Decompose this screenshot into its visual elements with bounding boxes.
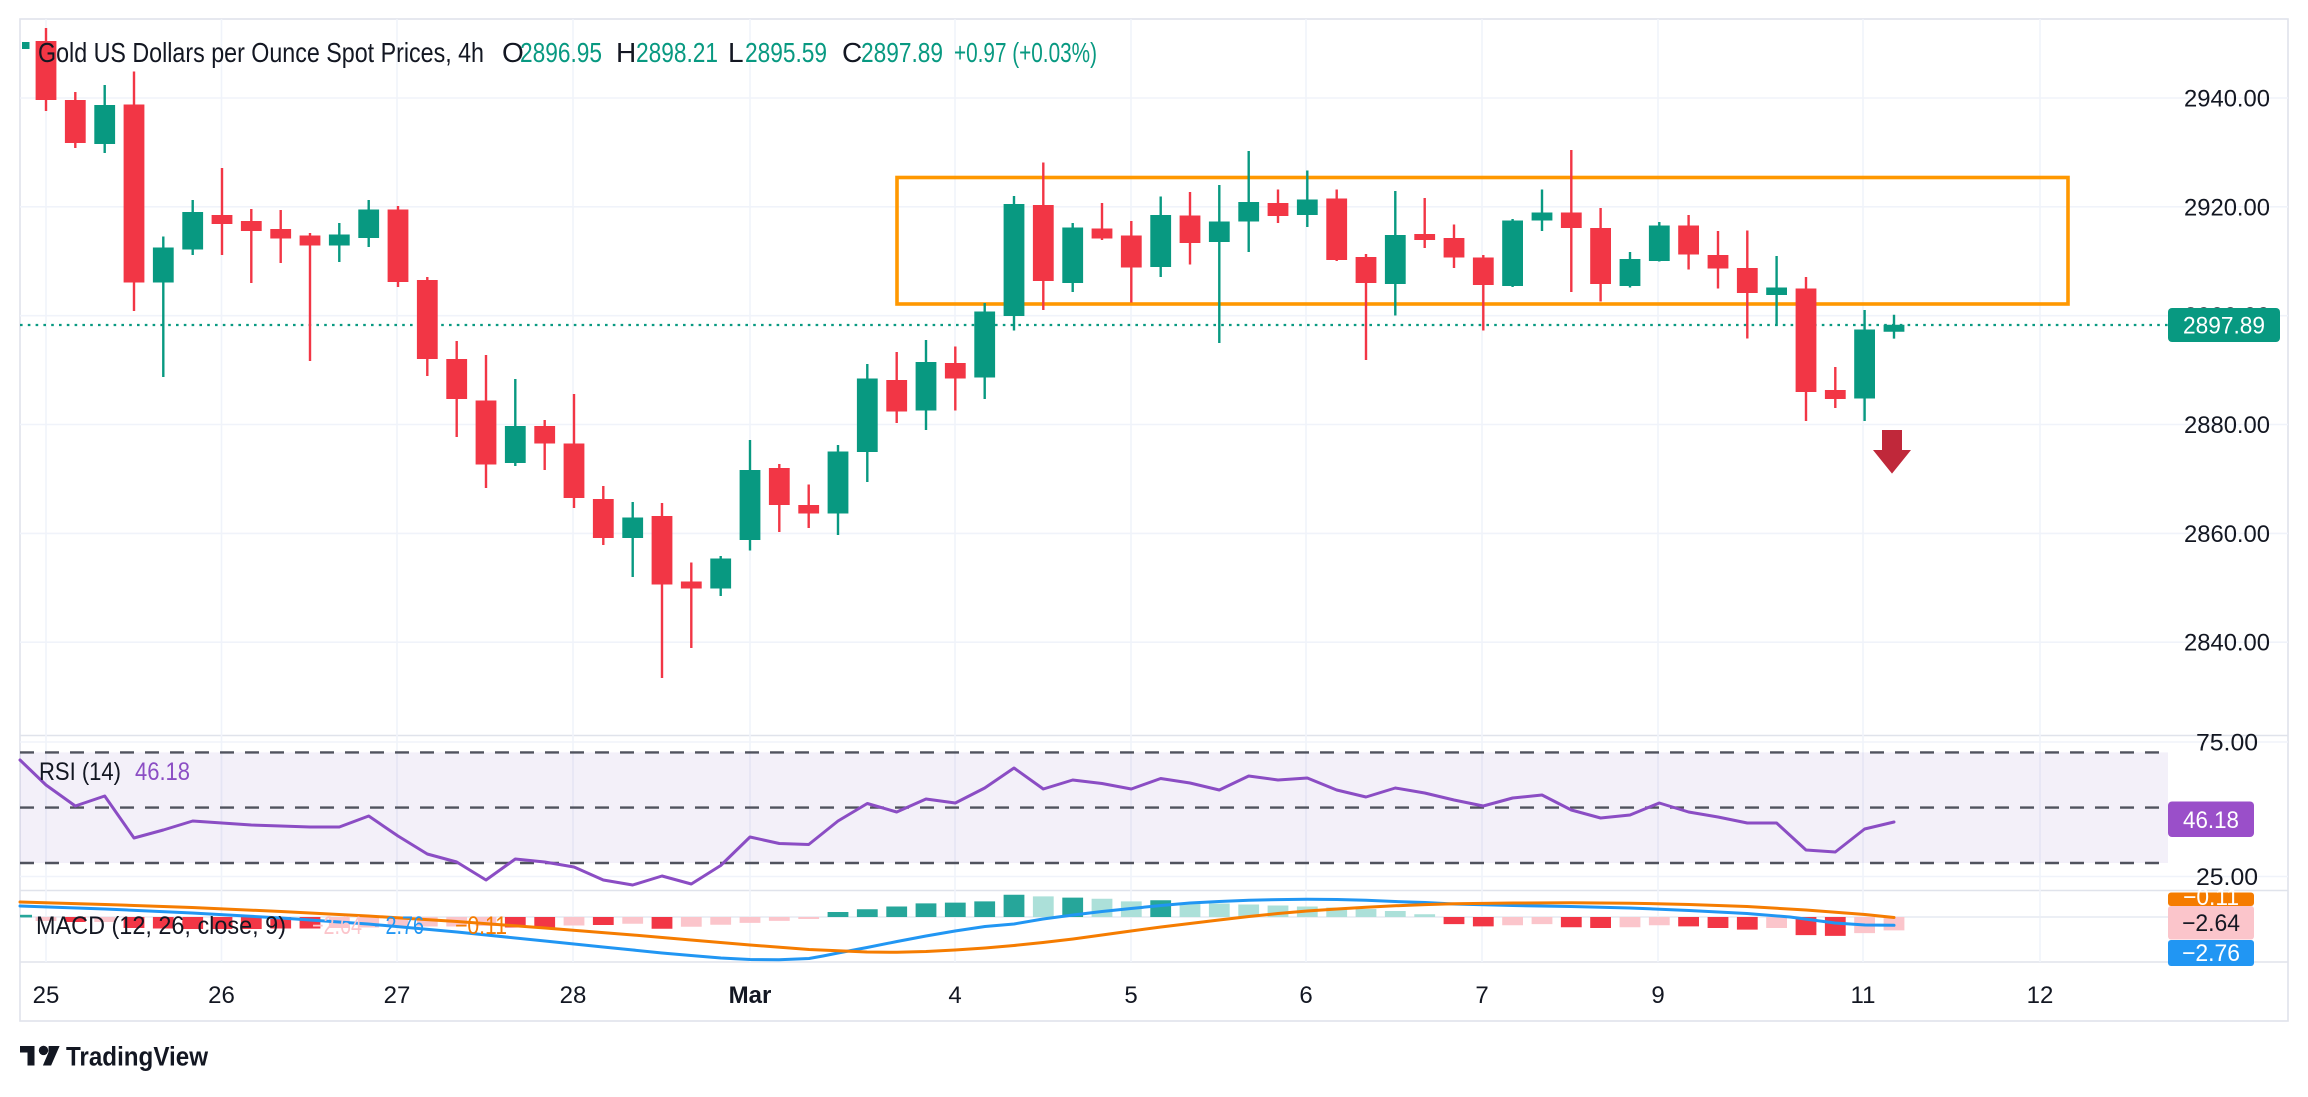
svg-text:RSI (14): RSI (14) bbox=[39, 758, 121, 786]
svg-text:9: 9 bbox=[1651, 982, 1664, 1009]
svg-text:25.00: 25.00 bbox=[2196, 864, 2258, 891]
svg-text:2898.21: 2898.21 bbox=[636, 37, 718, 68]
svg-text:26: 26 bbox=[208, 982, 235, 1009]
svg-text:O: O bbox=[502, 37, 524, 68]
svg-text:2896.95: 2896.95 bbox=[520, 37, 602, 68]
svg-text:2940.00: 2940.00 bbox=[2184, 86, 2270, 113]
svg-text:27: 27 bbox=[384, 982, 411, 1009]
svg-text:75.00: 75.00 bbox=[2196, 730, 2258, 757]
svg-text:2880.00: 2880.00 bbox=[2184, 412, 2270, 439]
svg-text:6: 6 bbox=[1299, 982, 1312, 1009]
svg-text:2860.00: 2860.00 bbox=[2184, 521, 2270, 548]
svg-text:−2.64: −2.64 bbox=[312, 912, 362, 940]
svg-text:2897.89: 2897.89 bbox=[2183, 313, 2265, 340]
svg-text:2897.89: 2897.89 bbox=[861, 37, 943, 68]
svg-text:Gold US Dollars per Ounce Spot: Gold US Dollars per Ounce Spot Prices, 4… bbox=[38, 37, 484, 68]
svg-text:Mar: Mar bbox=[729, 982, 772, 1009]
svg-text:2895.59: 2895.59 bbox=[745, 37, 827, 68]
svg-text:C: C bbox=[842, 37, 862, 68]
svg-text:46.18: 46.18 bbox=[2183, 807, 2239, 834]
svg-text:−0.11: −0.11 bbox=[455, 912, 507, 940]
svg-text:MACD (12, 26, close, 9): MACD (12, 26, close, 9) bbox=[36, 912, 286, 940]
svg-text:2920.00: 2920.00 bbox=[2184, 194, 2270, 221]
svg-text:12: 12 bbox=[2027, 982, 2054, 1009]
svg-text:4: 4 bbox=[948, 982, 961, 1009]
svg-text:H: H bbox=[616, 37, 636, 68]
svg-text:5: 5 bbox=[1124, 982, 1137, 1009]
svg-text:TradingView: TradingView bbox=[66, 1042, 209, 1072]
svg-text:28: 28 bbox=[560, 982, 587, 1009]
svg-text:7: 7 bbox=[1475, 982, 1488, 1009]
svg-text:46.18: 46.18 bbox=[135, 758, 190, 786]
svg-text:25: 25 bbox=[33, 982, 60, 1009]
svg-text:−2.64: −2.64 bbox=[2182, 910, 2240, 937]
svg-text:+0.97 (+0.03%): +0.97 (+0.03%) bbox=[954, 37, 1097, 68]
svg-text:−2.76: −2.76 bbox=[2182, 940, 2240, 967]
svg-text:−2.76: −2.76 bbox=[374, 912, 424, 940]
svg-text:2840.00: 2840.00 bbox=[2184, 630, 2270, 657]
svg-text:L: L bbox=[728, 37, 744, 68]
svg-text:11: 11 bbox=[1851, 982, 1876, 1009]
